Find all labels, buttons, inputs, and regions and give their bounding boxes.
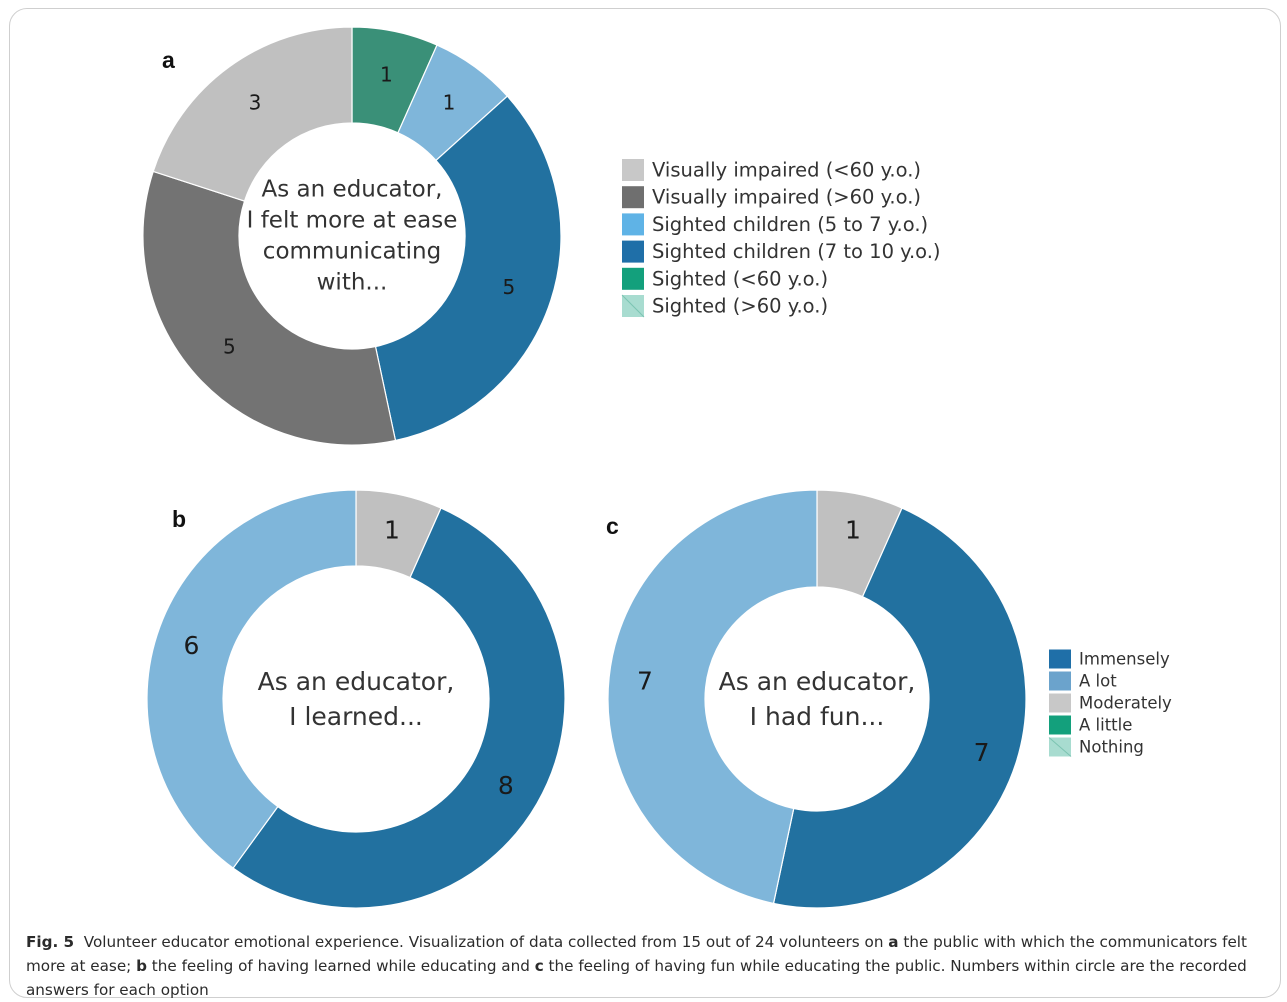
- caption-panel-c: c: [534, 957, 544, 975]
- legend-swatch-c-moderately: [1049, 693, 1071, 713]
- donut-chart-c: 1 7 7 As an educator, I had fun... c Immensely…: [606, 489, 1172, 909]
- center-text-a-0: As an educator,: [262, 177, 443, 203]
- legend-swatch-c-a-lot: [1049, 671, 1071, 691]
- caption-text-4: the feeling of having fun while educatin…: [26, 957, 1247, 999]
- panel-label-a: a: [162, 47, 175, 73]
- figure-frame: [9, 8, 1281, 998]
- legend-label-c-immensely: Immensely: [1079, 650, 1170, 669]
- legend-item-c-nothing: Nothing: [1048, 737, 1144, 757]
- caption-text-2: the public with which the communicators …: [26, 933, 1247, 975]
- panel-label-b: b: [172, 506, 186, 532]
- legend-label-a-sighted-60-y-o: Sighted (>60 y.o.): [652, 295, 828, 318]
- legend-swatch-c-a-little: [1049, 715, 1071, 735]
- legend-swatch-a-sighted-children-7-to-10-y-o: [622, 240, 644, 263]
- value-label-b-immensely: 8: [498, 771, 514, 800]
- value-label-c-immensely: 7: [974, 738, 990, 767]
- slice-a-visually-impaired-60-y-o: [142, 170, 397, 446]
- legend-label-c-nothing: Nothing: [1079, 738, 1144, 757]
- value-label-c-a-lot: 7: [637, 666, 653, 695]
- legend-swatch-hatch-a: [621, 294, 645, 318]
- legend-swatch-a-sighted-children-5-to-7-y-o: [622, 213, 644, 236]
- legend-a: Visually impaired (<60 y.o.) Visually imp…: [621, 159, 941, 318]
- slice-c-a-lot: [607, 489, 818, 905]
- legend-label-c-a-lot: A lot: [1079, 672, 1117, 691]
- legend-swatch-c-immensely: [1049, 649, 1071, 669]
- legend-item-a-sighted-children-5-to-7-y-o: Sighted children (5 to 7 y.o.): [622, 213, 928, 236]
- legend-item-c-a-lot: A lot: [1049, 671, 1117, 691]
- value-label-a-sighted-children-5-to-7-y-o: 1: [443, 91, 456, 115]
- legend-item-c-a-little: A little: [1049, 715, 1132, 735]
- center-text-a-3: with...: [317, 270, 388, 296]
- legend-item-a-visually-impaired-60-y-o: Visually impaired (<60 y.o.): [622, 159, 921, 182]
- caption-text-3: the feeling of having learned while educ…: [146, 957, 535, 975]
- donut-chart-a: 1 1 5 5 3 As an educator, I felt more at ease c…: [142, 26, 941, 446]
- legend-swatch-a-sighted-60-y-o: [622, 267, 644, 290]
- legend-label-a-visually-impaired-60-y-o: Visually impaired (>60 y.o.): [652, 186, 921, 209]
- legend-swatch-a-visually-impaired-60-y-o: [622, 159, 644, 181]
- value-label-a-visually-impaired-60-y-o: 5: [223, 334, 236, 358]
- slice-a-visually-impaired-60-y-o: [152, 26, 353, 202]
- caption-fig-label: Fig. 5: [26, 933, 75, 951]
- legend-item-a-visually-impaired-60-y-o: Visually impaired (>60 y.o.): [622, 186, 921, 209]
- caption-panel-b: b: [136, 957, 147, 975]
- legend-label-a-sighted-60-y-o: Sighted (<60 y.o.): [652, 267, 828, 290]
- legend-swatch-hatch-c: [1048, 737, 1072, 757]
- legend-item-a-sighted-60-y-o: Sighted (>60 y.o.): [621, 294, 828, 318]
- center-text-c-1: I had fun...: [750, 702, 885, 731]
- slice-a-sighted-children-7-to-10-y-o: [374, 95, 562, 442]
- center-text-a-2: communicating: [263, 239, 441, 265]
- slice-c-immensely: [772, 507, 1027, 909]
- value-label-b-a-lot: 6: [184, 631, 200, 660]
- legend-label-a-visually-impaired-60-y-o: Visually impaired (<60 y.o.): [652, 159, 921, 182]
- center-text-b-0: As an educator,: [258, 667, 455, 696]
- center-text-a-1: I felt more at ease: [247, 208, 458, 234]
- legend-item-a-sighted-children-7-to-10-y-o: Sighted children (7 to 10 y.o.): [622, 240, 941, 263]
- value-label-a-visually-impaired-60-y-o: 3: [249, 91, 262, 115]
- donut-chart-b: 1 8 6 As an educator, I learned... b: [146, 489, 566, 909]
- legend-swatch-a-visually-impaired-60-y-o: [622, 186, 644, 209]
- figure-caption: Fig. 5 Volunteer educator emotional expe…: [26, 930, 1271, 1002]
- legend-label-a-sighted-children-5-to-7-y-o: Sighted children (5 to 7 y.o.): [652, 213, 928, 236]
- legend-label-c-a-little: A little: [1079, 716, 1132, 735]
- legend-item-a-sighted-60-y-o: Sighted (<60 y.o.): [622, 267, 828, 290]
- value-label-c-moderately: 1: [845, 515, 861, 544]
- value-label-a-sighted-children-7-to-10-y-o: 5: [503, 275, 516, 299]
- legend-c: Immensely A lot Moderately A little Nothing: [1048, 649, 1172, 757]
- slice-b-a-lot: [146, 489, 357, 869]
- legend-label-c-moderately: Moderately: [1079, 694, 1172, 713]
- value-label-a-sighted-60-y-o: 1: [380, 63, 393, 87]
- legend-item-c-moderately: Moderately: [1049, 693, 1172, 713]
- legend-label-a-sighted-children-7-to-10-y-o: Sighted children (7 to 10 y.o.): [652, 240, 941, 263]
- slice-b-immensely: [232, 507, 566, 909]
- figure-donut-charts: 1 1 5 5 3 As an educator, I felt more at ease c…: [142, 26, 1172, 909]
- panel-label-c: c: [606, 513, 619, 539]
- value-label-b-moderately: 1: [384, 515, 400, 544]
- caption-text-1: Volunteer educator emotional experience.…: [83, 933, 889, 951]
- legend-item-c-immensely: Immensely: [1049, 649, 1170, 669]
- center-text-b-1: I learned...: [289, 702, 423, 731]
- center-text-c-0: As an educator,: [719, 667, 916, 696]
- caption-panel-a: a: [888, 933, 899, 951]
